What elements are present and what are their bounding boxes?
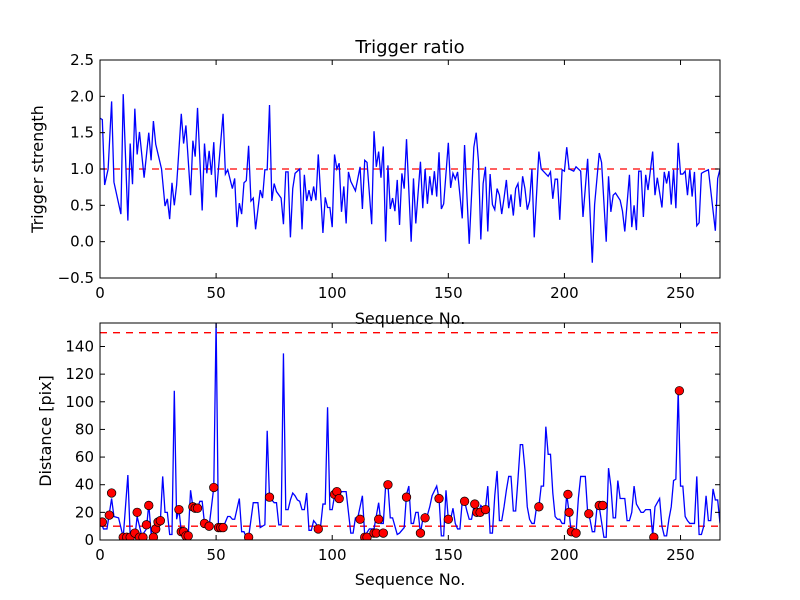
top-chart-title: Trigger ratio <box>354 37 464 58</box>
bottom-data-marker <box>141 520 152 530</box>
bottom-y-tick-label: 120 <box>65 365 94 383</box>
bottom-y-tick-label: 60 <box>75 448 94 466</box>
bottom-y-tick-label: 40 <box>75 476 94 494</box>
bottom-data-marker <box>584 509 594 519</box>
bottom-plot-area: 0 50 100 150 200 250 0 20 40 60 80 100 120 140 <box>65 322 721 564</box>
top-y-axis-label: Trigger strength <box>28 105 47 234</box>
bottom-x-tick-label: 200 <box>550 546 579 564</box>
top-y-tick-label: 2.5 <box>70 51 94 69</box>
bottom-data-marker <box>534 502 544 512</box>
bottom-data-marker <box>401 492 412 502</box>
bottom-x-axis-label: Sequence No. <box>355 570 466 589</box>
bottom-data-marker <box>378 528 388 538</box>
bottom-y-tick-label: 20 <box>75 503 94 521</box>
bottom-data-marker <box>459 496 470 506</box>
bottom-data-marker <box>564 507 574 518</box>
bottom-data-marker <box>183 531 193 540</box>
bottom-x-tick-label: 0 <box>95 546 105 564</box>
top-x-tick-label: 0 <box>95 284 105 302</box>
top-plot-area: 0 50 100 150 200 250 −0.5 0.0 0.5 1.0 1.5 2.0 2.5 <box>58 51 721 302</box>
bottom-data-marker <box>174 504 184 515</box>
bottom-y-axis-label: Distance [pix] <box>36 375 55 487</box>
top-y-tick-label: −0.5 <box>58 269 94 287</box>
top-x-tick-label: 50 <box>207 284 226 302</box>
bottom-y-tick-label: 140 <box>65 337 94 355</box>
bottom-data-marker <box>598 500 608 511</box>
bottom-y-tick-label: 100 <box>65 393 94 411</box>
bottom-data-marker <box>362 532 372 540</box>
top-y-tick-label: 1.0 <box>70 160 94 178</box>
bottom-data-marker <box>192 503 203 513</box>
bottom-x-tick-label: 100 <box>318 546 347 564</box>
bottom-x-tick-label: 250 <box>666 546 695 564</box>
top-x-tick-label: 100 <box>318 284 347 302</box>
bottom-data-marker <box>383 480 393 490</box>
top-y-tick-label: 0.5 <box>70 196 94 214</box>
bottom-data-marker <box>420 513 430 523</box>
bottom-data-marker <box>443 514 453 524</box>
bottom-data-marker <box>100 517 107 527</box>
top-y-tick-label: 1.5 <box>70 124 94 142</box>
bottom-y-tick-label: 0 <box>84 531 94 549</box>
bottom-data-marker <box>155 515 166 526</box>
bottom-x-tick-label: 150 <box>434 546 463 564</box>
bottom-data-marker <box>415 528 426 538</box>
bottom-data-marker <box>571 528 581 538</box>
top-series-group <box>100 94 720 263</box>
top-x-tick-label: 250 <box>666 284 695 302</box>
top-x-tick-label: 150 <box>434 284 463 302</box>
bottom-data-marker <box>218 522 228 533</box>
bottom-data-marker <box>480 504 491 515</box>
bottom-data-marker <box>355 514 365 524</box>
bottom-y-tick-label: 80 <box>75 420 94 438</box>
top-y-tick-label: 0.0 <box>70 233 94 251</box>
bottom-data-marker <box>138 532 148 540</box>
bottom-data-marker <box>144 500 154 511</box>
bottom-data-marker <box>334 493 344 504</box>
bottom-data-marker <box>674 386 685 396</box>
bottom-data-marker <box>434 493 444 504</box>
bottom-data-marker <box>204 521 214 531</box>
top-x-tick-label: 200 <box>550 284 579 302</box>
bottom-axes-frame <box>99 322 721 541</box>
bottom-series-group <box>100 323 720 540</box>
bottom-data-marker <box>209 482 219 493</box>
bottom-data-marker <box>563 489 573 500</box>
bottom-data-marker <box>374 514 384 524</box>
bottom-data-marker <box>132 507 142 518</box>
bottom-data-marker <box>264 492 275 502</box>
bottom-x-tick-label: 50 <box>207 546 226 564</box>
bottom-data-marker <box>104 510 114 520</box>
bottom-data-marker <box>106 488 117 498</box>
bottom-data-marker <box>470 499 480 509</box>
bottom-data-marker <box>313 524 323 534</box>
top-y-tick-label: 2.0 <box>70 87 94 105</box>
bottom-data-marker <box>243 532 254 540</box>
top-series-line <box>100 94 720 263</box>
bottom-data-marker <box>649 532 659 540</box>
